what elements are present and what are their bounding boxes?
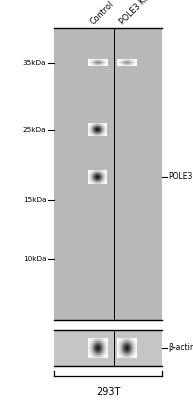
Text: 15kDa: 15kDa [23, 197, 46, 203]
Bar [54, 330, 162, 366]
Bar [54, 28, 162, 320]
Text: POLE3 KO: POLE3 KO [118, 0, 152, 26]
Text: β-actin: β-actin [168, 344, 193, 352]
Text: 293T: 293T [96, 387, 120, 397]
Text: Control: Control [89, 0, 116, 26]
Text: 25kDa: 25kDa [23, 127, 46, 133]
Text: 10kDa: 10kDa [23, 256, 46, 262]
Text: 35kDa: 35kDa [23, 60, 46, 66]
Text: POLE3: POLE3 [168, 172, 192, 182]
